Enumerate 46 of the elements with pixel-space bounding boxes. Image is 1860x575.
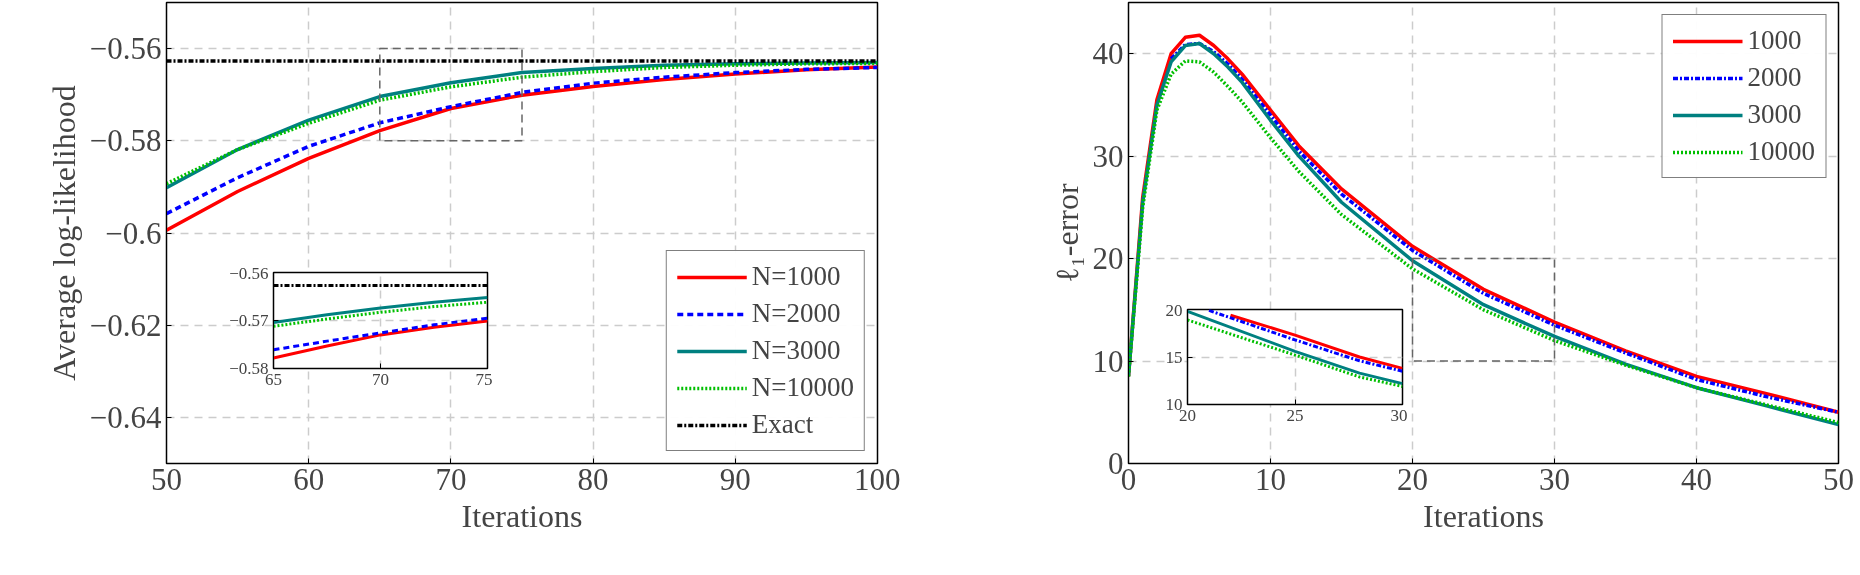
y-axis-title: ℓ₁-error: [1048, 183, 1085, 283]
x-tick-label: 20: [1397, 461, 1428, 497]
x-tick-label: 25: [1286, 405, 1304, 425]
y-tick-label: 20: [1165, 300, 1183, 320]
legend-label: N=10000: [751, 372, 854, 403]
x-tick-label: 60: [293, 461, 325, 497]
line-series: [273, 316, 488, 352]
y-tick-label: 40: [1092, 36, 1124, 72]
x-tick-label: 70: [435, 461, 467, 497]
y-tick-label: 30: [1092, 138, 1124, 174]
x-axis-title: Iterations: [461, 497, 583, 534]
legend-label: 10000: [1747, 136, 1815, 167]
legend-label: N=2000: [751, 298, 841, 329]
x-tick-label: 10: [1255, 461, 1286, 497]
x-tick-label: 30: [1539, 461, 1570, 497]
x-tick-label: 100: [854, 461, 901, 497]
line-series: [1207, 309, 1403, 373]
y-tick-label: −0.58: [89, 123, 162, 159]
line-series: [273, 300, 488, 328]
legend-label: N=3000: [751, 335, 841, 366]
x-tick-label: 50: [151, 461, 182, 497]
x-tick-label: 40: [1681, 461, 1712, 497]
line-series: [1229, 313, 1403, 370]
x-tick-label: 70: [372, 369, 389, 389]
legend-label: 3000: [1747, 99, 1802, 130]
y-tick-label: −0.64: [89, 399, 162, 435]
y-tick-label: −0.56: [89, 31, 162, 67]
x-tick-label: 90: [719, 461, 751, 497]
line-series: [273, 319, 488, 360]
x-axis-title: Iterations: [1423, 497, 1544, 534]
y-tick-label: 20: [1092, 241, 1124, 277]
y-tick-label: −0.6: [105, 215, 162, 251]
x-tick-label: 30: [1390, 405, 1408, 425]
legend-label: N=1000: [751, 261, 841, 292]
y-tick-label: −0.57: [229, 311, 269, 330]
x-tick-label: 80: [577, 461, 609, 497]
line-series: [273, 295, 488, 324]
y-tick-label: 15: [1165, 347, 1183, 367]
legend-label: 2000: [1747, 62, 1802, 93]
y-tick-label: −0.62: [89, 307, 162, 343]
legend-label: 1000: [1747, 25, 1802, 56]
legend-label: Exact: [751, 409, 814, 440]
y-tick-label: −0.56: [229, 263, 269, 283]
y-axis-title: Average log-likelihood: [45, 85, 82, 381]
x-tick-label: 50: [1823, 461, 1854, 497]
x-tick-label: 75: [475, 369, 493, 389]
